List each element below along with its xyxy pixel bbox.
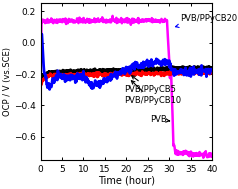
Text: PVB/PPyCB10: PVB/PPyCB10 — [124, 81, 181, 105]
Y-axis label: OCP / V (vs.SCE): OCP / V (vs.SCE) — [4, 47, 12, 116]
X-axis label: Time (hour): Time (hour) — [98, 176, 155, 186]
Text: PVB/PPyCB20: PVB/PPyCB20 — [175, 14, 237, 27]
Text: PVB/PPyCB5: PVB/PPyCB5 — [124, 76, 176, 94]
Text: PVB: PVB — [150, 115, 170, 124]
